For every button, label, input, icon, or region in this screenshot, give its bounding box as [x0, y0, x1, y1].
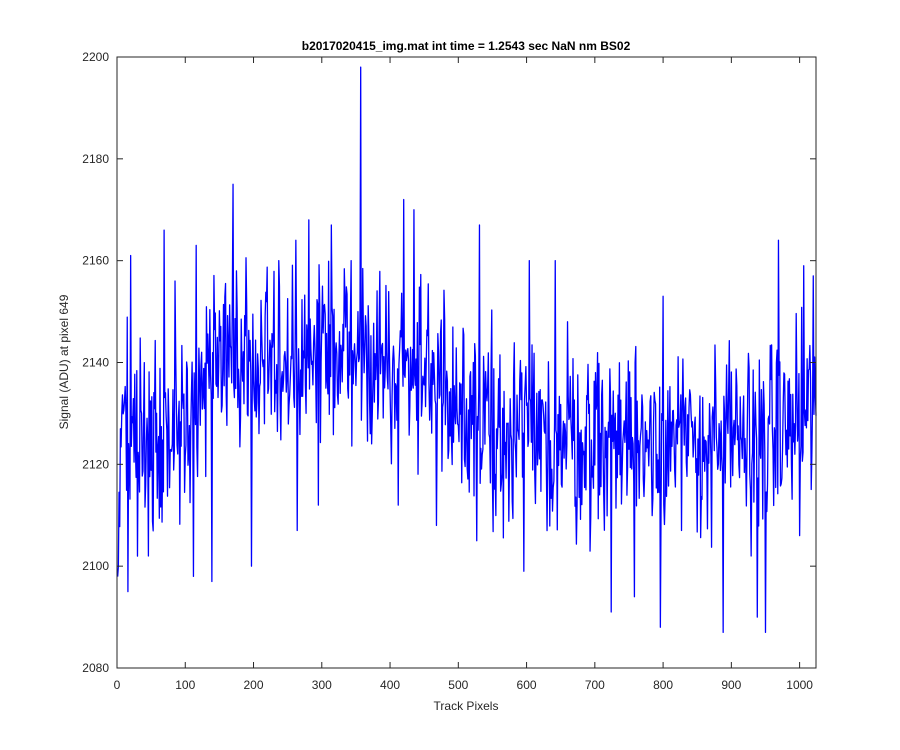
tick-layer: 0 100 200 300 400 500 600 700 800 900 1000 2080 2100…	[82, 50, 816, 692]
plot-area	[117, 57, 816, 668]
x-tick-label: 200	[244, 678, 264, 692]
x-tick-label: 400	[380, 678, 400, 692]
x-tick-label: 100	[175, 678, 195, 692]
y-tick-label: 2160	[82, 254, 109, 268]
y-tick-label: 2140	[82, 356, 109, 370]
x-tick-label: 700	[585, 678, 605, 692]
signal-series-line	[117, 66, 817, 634]
x-tick-label: 1000	[786, 678, 813, 692]
x-axis-label: Track Pixels	[434, 699, 499, 713]
y-tick-label: 2080	[82, 661, 109, 675]
x-tick-label: 300	[312, 678, 332, 692]
x-tick-label: 500	[448, 678, 468, 692]
chart-title: b2017020415_img.mat int time = 1.2543 se…	[302, 39, 631, 53]
y-tick-label: 2120	[82, 457, 109, 471]
y-tick-label: 2180	[82, 152, 109, 166]
y-tick-label: 2200	[82, 50, 109, 64]
x-tick-label: 800	[653, 678, 673, 692]
x-tick-label: 0	[114, 678, 121, 692]
y-tick-label: 2100	[82, 559, 109, 573]
x-tick-label: 600	[517, 678, 537, 692]
series-layer	[117, 66, 817, 634]
y-axis-label: Signal (ADU) at pixel 649	[57, 294, 71, 429]
x-tick-label: 900	[721, 678, 741, 692]
